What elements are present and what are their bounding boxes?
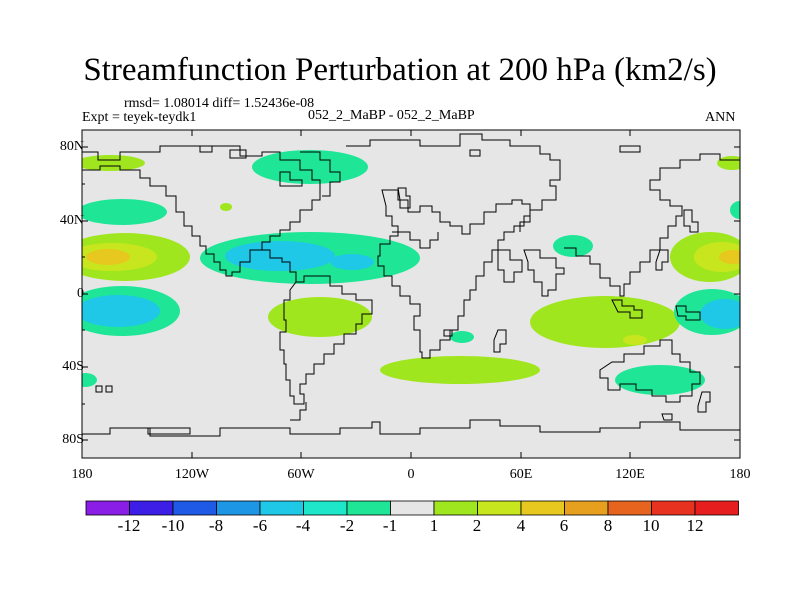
anomaly-pos-west-20n-max — [86, 249, 130, 265]
colorbar-label: 6 — [559, 516, 569, 535]
anomaly-pos-south-atlantic — [380, 356, 540, 384]
lon-tick-0: 0 — [407, 467, 415, 482]
coastline-new-zealand — [697, 391, 711, 413]
colorbar-label: -4 — [295, 516, 311, 535]
coastline-antarctica — [82, 419, 740, 437]
coastline-europe — [377, 189, 531, 359]
colorbar-swatch — [564, 500, 609, 516]
coastline-central-america — [262, 249, 297, 282]
anomaly-neg-africa-10s — [450, 331, 474, 343]
lon-tick-60w: 60W — [287, 467, 315, 482]
colorbar-swatch — [172, 500, 217, 516]
anomaly-neg-east-45n — [730, 201, 740, 219]
lat-tick-0: 0 — [77, 286, 84, 301]
coastline-australia — [599, 339, 701, 403]
anomaly-neg-east-10s-core — [700, 299, 740, 329]
stats-line: rmsd= 1.08014 diff= 1.52436e-08 — [124, 96, 315, 111]
anomaly-pos-small-50n — [220, 203, 232, 211]
anomaly-neg-atlantic-20n-core2 — [330, 254, 374, 270]
colorbar-label: -12 — [117, 516, 141, 535]
coastline-tasmania — [661, 413, 673, 421]
coastline-south-america — [279, 275, 373, 405]
ocean-background — [82, 130, 740, 458]
colorbar-swatch — [216, 500, 261, 516]
coastline-arabia — [497, 249, 523, 283]
coastline-islands-2 — [443, 329, 453, 337]
colorbar-swatch — [520, 500, 565, 516]
lat-tick-40s: 40S — [62, 359, 84, 374]
coastline-islands-1 — [95, 385, 113, 393]
coastline-iberia — [392, 231, 439, 249]
lat-tick-80n: 80N — [59, 139, 84, 154]
lon-tick-120e: 120E — [615, 467, 645, 482]
colorbar-swatch — [694, 500, 739, 516]
anomaly-pos-indian-ocean — [530, 296, 680, 348]
colorbar-label: 8 — [603, 516, 613, 535]
anomaly-neg-asia-20n — [553, 235, 593, 257]
colorbar-label: -10 — [161, 516, 185, 535]
colorbar-swatch — [390, 500, 435, 516]
anomaly-pos-south-america — [268, 297, 372, 337]
coastline-ross-shelf — [147, 427, 191, 435]
coastline-uk — [397, 187, 411, 209]
experiment-label: Expt = teyek-teydk1 — [82, 110, 197, 125]
lon-tick-60e: 60E — [509, 467, 533, 482]
coastline-greenland — [346, 133, 561, 232]
anomaly-pos-east-20n-max — [719, 250, 740, 264]
colorbar-swatch — [129, 500, 174, 516]
anomaly-neg-west-45n — [82, 199, 167, 225]
coastlines — [82, 133, 740, 437]
lon-tick-180w: 180 — [71, 467, 93, 482]
anomaly-pos-west-75n — [82, 155, 145, 171]
coastline-canada-east — [300, 151, 341, 197]
season-label: ANN — [705, 110, 736, 125]
lat-tick-80s: 80S — [62, 432, 84, 447]
colorbar-label: -2 — [339, 516, 355, 535]
axis-ticks — [81, 130, 741, 458]
coastline-madagascar — [493, 329, 507, 353]
colorbar-swatch — [651, 500, 696, 516]
colorbar-swatch — [607, 500, 652, 516]
coastline-japan — [683, 209, 699, 233]
coastline-north-america — [82, 145, 321, 277]
anomaly-pos-indian-ocean-core — [623, 335, 647, 345]
colorbar-label: 1 — [429, 516, 439, 535]
lon-tick-180e: 180 — [729, 467, 751, 482]
colorbar-swatch — [346, 500, 391, 516]
colorbar-label: -8 — [208, 516, 224, 535]
anomaly-neg-australia-50s — [615, 365, 705, 395]
colorbar-label: 10 — [642, 516, 660, 535]
coastline-indonesia — [611, 299, 643, 319]
coastline-asia-east — [564, 153, 740, 297]
coastline-new-guinea — [675, 305, 701, 321]
coastline-india — [523, 249, 565, 297]
coastline-arctic-islands — [199, 145, 641, 159]
colorbar-swatch — [85, 500, 130, 516]
colorbar-label: 2 — [472, 516, 482, 535]
anomaly-neg-west-10s-core — [82, 295, 160, 327]
lon-tick-120w: 120W — [174, 467, 210, 482]
colorbar-swatch — [477, 500, 522, 516]
colorbar-swatch — [303, 500, 348, 516]
colorbar-label: 12 — [686, 516, 704, 535]
colorbar-label: -1 — [382, 516, 398, 535]
coastline-antarctic-peninsula — [290, 402, 307, 421]
plot-title: Streamfunction Perturbation at 200 hPa (… — [83, 52, 717, 88]
anomaly-neg-west-50s — [82, 373, 97, 387]
anomaly-pos-east-75n — [717, 156, 740, 170]
anomaly-neg-north-america-75n — [252, 150, 368, 184]
coastline-hudson — [279, 171, 303, 187]
anomaly-pos-east-20n-core — [694, 242, 740, 272]
colorbar-label: 4 — [516, 516, 526, 535]
anomaly-contours — [82, 133, 740, 437]
lat-tick-40n: 40N — [59, 213, 84, 228]
case-label: 052_2_MaBP - 052_2_MaBP — [308, 108, 475, 123]
colorbar-swatch — [259, 500, 304, 516]
colorbar-label: -6 — [252, 516, 268, 535]
anomaly-neg-atlantic-20n-core — [225, 241, 335, 271]
colorbar-swatch — [433, 500, 478, 516]
colorbar — [85, 500, 739, 516]
coastline-philippines — [655, 249, 669, 271]
